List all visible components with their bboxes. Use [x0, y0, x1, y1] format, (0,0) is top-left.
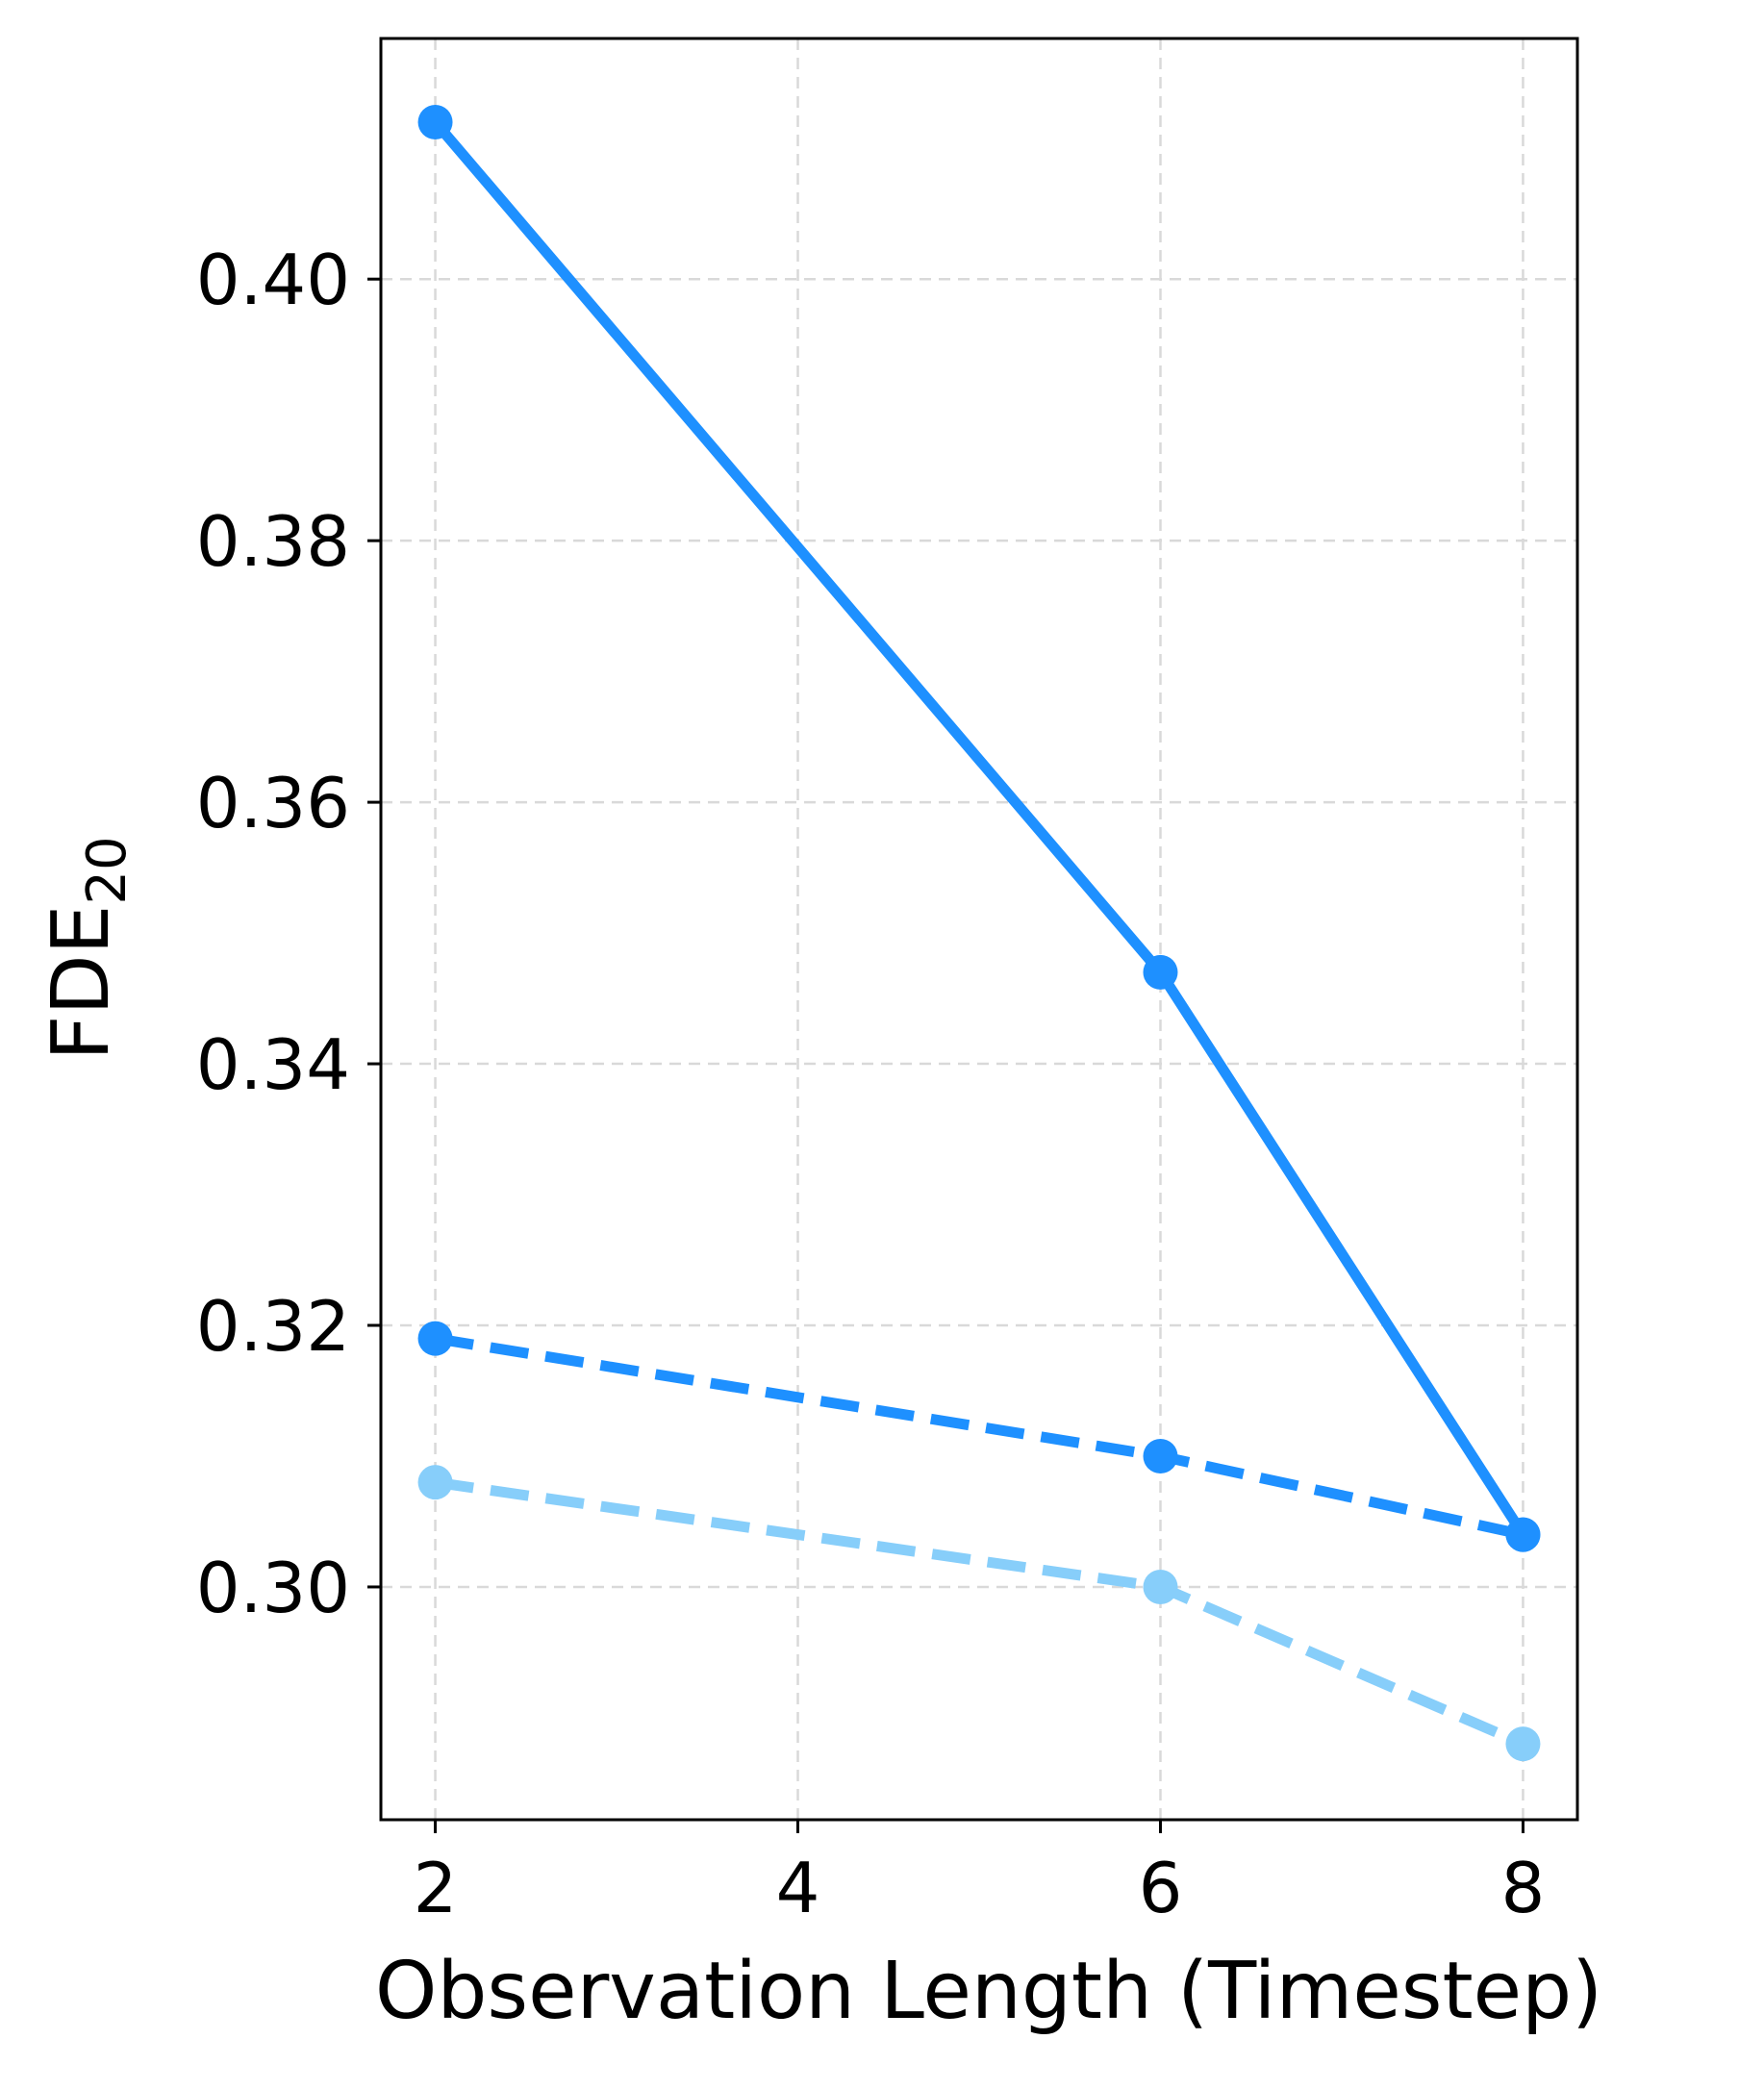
- plot-frame: [379, 37, 1579, 1822]
- y-tick-label: 0.40: [196, 239, 350, 320]
- series-line: [431, 118, 1528, 1538]
- y-tick-label: 0.36: [196, 763, 350, 844]
- data-point: [1143, 1569, 1178, 1604]
- y-axis-title-subscript: 20: [76, 836, 139, 904]
- x-tick-label: 6: [1139, 1848, 1183, 1928]
- grid: [381, 38, 1577, 1820]
- data-point: [417, 1321, 453, 1356]
- x-tick-label: 8: [1501, 1848, 1546, 1928]
- y-tick-label: 0.34: [196, 1024, 350, 1105]
- data-point: [1143, 1438, 1178, 1473]
- data-point: [417, 1465, 453, 1500]
- data-point: [1143, 954, 1178, 990]
- series-line: [434, 1476, 1525, 1750]
- x-tick-label: 2: [414, 1848, 458, 1928]
- series-2: [417, 1321, 1541, 1552]
- y-tick-label: 0.32: [196, 1286, 350, 1367]
- y-tick-label: 0.30: [196, 1548, 350, 1628]
- y-axis-title-main: FDE: [36, 905, 127, 1061]
- series-1: [417, 105, 1541, 1552]
- series-group: [417, 105, 1541, 1762]
- data-point: [1505, 1726, 1541, 1762]
- series-3: [417, 1465, 1541, 1762]
- data-point: [1505, 1517, 1541, 1552]
- series-line: [434, 1333, 1525, 1540]
- x-tick-label: 4: [776, 1848, 820, 1928]
- y-tick-label: 0.38: [196, 501, 350, 582]
- ticks: 2 4 6 8 0.30 0.32 0.34 0.36 0.38 0.40: [196, 239, 1546, 1928]
- y-axis-title: FDE20: [36, 836, 139, 1060]
- data-point: [417, 105, 453, 140]
- x-axis-title: Observation Length (Timestep): [375, 1946, 1602, 2037]
